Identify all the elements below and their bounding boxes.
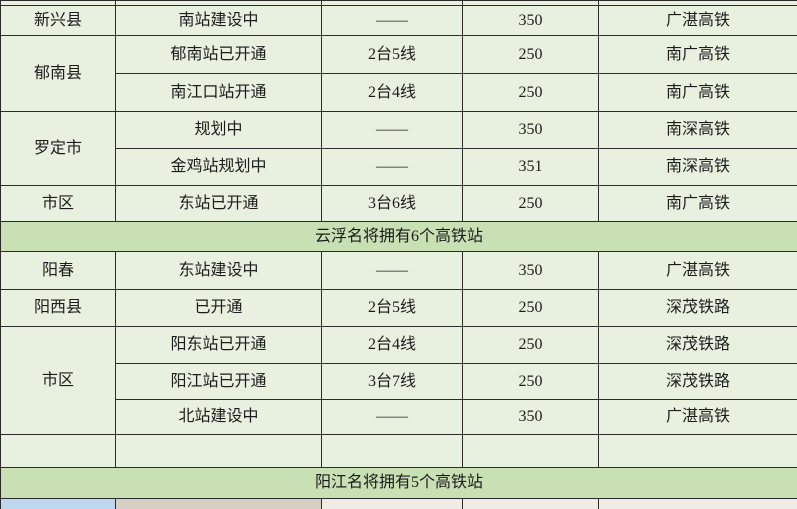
speed-cell: 250 bbox=[462, 289, 599, 327]
station-cell: 东站已开通 bbox=[115, 185, 322, 222]
cutoff-cell-blue bbox=[0, 498, 116, 509]
station-cell: 阳东站已开通 bbox=[115, 326, 322, 364]
platforms-cell bbox=[321, 434, 463, 468]
speed-cell: 250 bbox=[462, 185, 599, 222]
table-row: 罗定市 规划中 —— 350 南深高铁 bbox=[0, 111, 797, 186]
line-cell: 南广高铁 bbox=[598, 185, 797, 222]
platforms-cell: 3台7线 bbox=[321, 363, 463, 400]
speed-cell: 250 bbox=[462, 326, 599, 364]
table-row: 新兴县 南站建设中 —— 350 广湛高铁 bbox=[0, 5, 797, 36]
table-row: 阳西县 已开通 2台5线 250 深茂铁路 bbox=[0, 289, 797, 327]
station-cell: 阳江站已开通 bbox=[115, 363, 322, 400]
platforms-cell: —— bbox=[321, 251, 463, 290]
table-row: 市区 东站已开通 3台6线 250 南广高铁 bbox=[0, 185, 797, 222]
county-cell: 阳春 bbox=[0, 251, 116, 290]
station-cell bbox=[115, 434, 322, 468]
line-cell: 南广高铁 bbox=[598, 73, 797, 112]
county-cell: 新兴县 bbox=[0, 5, 116, 36]
table-row: 南江口站开通 2台4线 250 南广高铁 bbox=[1, 73, 797, 112]
speed-cell: 351 bbox=[462, 148, 599, 186]
speed-cell: 350 bbox=[462, 399, 599, 435]
speed-cell: 350 bbox=[462, 5, 599, 36]
line-cell: 广湛高铁 bbox=[598, 399, 797, 435]
platforms-cell: —— bbox=[321, 5, 463, 36]
line-cell: 广湛高铁 bbox=[598, 5, 797, 36]
section-summary-row-yangjiang: 阳江名将拥有5个高铁站 bbox=[0, 467, 797, 499]
line-cell: 深茂铁路 bbox=[598, 289, 797, 327]
speed-cell bbox=[462, 434, 599, 468]
speed-cell: 350 bbox=[462, 111, 599, 149]
platforms-cell: 3台6线 bbox=[321, 185, 463, 222]
line-cell: 广湛高铁 bbox=[598, 251, 797, 290]
table-row: 阳春 东站建设中 —— 350 广湛高铁 bbox=[0, 251, 797, 290]
cutoff-cell bbox=[321, 498, 463, 509]
county-cell: 市区 bbox=[0, 185, 116, 222]
line-cell: 南深高铁 bbox=[598, 111, 797, 149]
section-summary-row-yunfu: 云浮名将拥有6个高铁站 bbox=[0, 221, 797, 252]
line-cell: 南深高铁 bbox=[598, 148, 797, 186]
station-cell: 东站建设中 bbox=[115, 251, 322, 290]
line-cell bbox=[598, 434, 797, 468]
station-cell: 北站建设中 bbox=[115, 399, 322, 435]
platforms-cell: —— bbox=[321, 111, 463, 149]
speed-cell: 250 bbox=[462, 363, 599, 400]
table-row: 金鸡站规划中 —— 351 南深高铁 bbox=[1, 148, 797, 186]
section-summary-text: 云浮名将拥有6个高铁站 bbox=[0, 221, 797, 252]
station-cell: 郁南站已开通 bbox=[115, 35, 322, 74]
station-cell: 金鸡站规划中 bbox=[115, 148, 322, 186]
table-row: 北站建设中 —— 350 广湛高铁 bbox=[1, 399, 797, 435]
county-cell: 郁南县 bbox=[0, 35, 116, 112]
station-cell: 南站建设中 bbox=[115, 5, 322, 36]
table-row: 郁南县 郁南站已开通 2台5线 250 南广高铁 bbox=[0, 35, 797, 112]
station-cell: 已开通 bbox=[115, 289, 322, 327]
platforms-cell: 2台5线 bbox=[321, 35, 463, 74]
county-cell: 阳西县 bbox=[0, 289, 116, 327]
section-summary-text: 阳江名将拥有5个高铁站 bbox=[0, 467, 797, 499]
platforms-cell: 2台4线 bbox=[321, 326, 463, 364]
line-cell: 深茂铁路 bbox=[598, 326, 797, 364]
line-cell: 南广高铁 bbox=[598, 35, 797, 74]
speed-cell: 250 bbox=[462, 73, 599, 112]
county-cell: 市区 bbox=[0, 326, 116, 435]
speed-cell: 350 bbox=[462, 251, 599, 290]
bottom-cutoff-row bbox=[0, 498, 797, 509]
station-cell: 南江口站开通 bbox=[115, 73, 322, 112]
empty-row bbox=[0, 434, 797, 468]
station-cell: 规划中 bbox=[115, 111, 322, 149]
platforms-cell: 2台4线 bbox=[321, 73, 463, 112]
cutoff-cell-tan bbox=[115, 498, 322, 509]
table-row: 市区 阳东站已开通 2台4线 250 深茂铁路 bbox=[0, 326, 797, 435]
county-cell: 罗定市 bbox=[0, 111, 116, 186]
platforms-cell: —— bbox=[321, 399, 463, 435]
speed-cell: 250 bbox=[462, 35, 599, 74]
line-cell: 深茂铁路 bbox=[598, 363, 797, 400]
platforms-cell: 2台5线 bbox=[321, 289, 463, 327]
table-row: 阳江站已开通 3台7线 250 深茂铁路 bbox=[1, 363, 797, 400]
county-cell bbox=[0, 434, 116, 468]
cutoff-cell bbox=[462, 498, 599, 509]
platforms-cell: —— bbox=[321, 148, 463, 186]
cutoff-cell bbox=[598, 498, 797, 509]
